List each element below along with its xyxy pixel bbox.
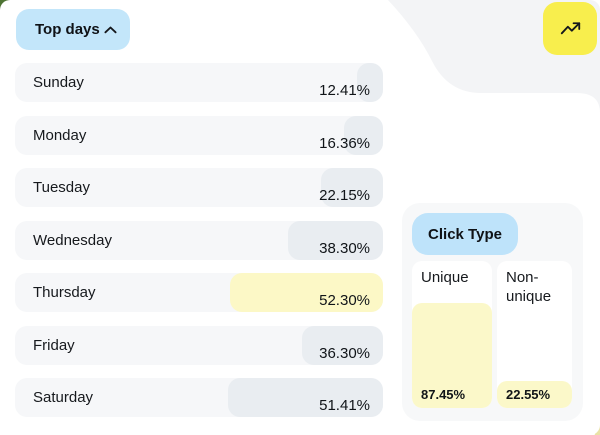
day-label: Wednesday — [33, 231, 112, 249]
click-type-column-label: Unique — [421, 269, 469, 286]
click-type-column: Unique 87.45% — [412, 261, 492, 408]
trending-up-icon — [560, 22, 580, 35]
day-bar — [288, 220, 383, 260]
click-type-bar: 87.45% — [412, 303, 492, 408]
day-label: Sunday — [33, 74, 84, 91]
day-label: Saturday — [33, 389, 94, 406]
day-value: 38.30% — [319, 239, 370, 257]
day-value: 16.36% — [319, 134, 370, 152]
chevron-up-icon — [104, 26, 117, 33]
day-value: 52.30% — [319, 292, 370, 309]
top-day-row: Wednesday 38.30% — [15, 220, 383, 260]
top-day-row: Thursday 52.30% — [15, 273, 383, 312]
day-value: 22.15% — [319, 187, 370, 204]
day-bar — [321, 168, 383, 207]
top-day-row: Saturday 51.41% — [15, 378, 383, 417]
click-type-column: Non-unique 22.55% — [497, 261, 572, 408]
trend-button[interactable] — [543, 2, 597, 55]
day-label: Monday — [33, 126, 87, 144]
click-type-column-label: Non-unique — [506, 269, 552, 305]
top-day-row: Monday 16.36% — [15, 115, 383, 155]
top-day-row: Sunday 12.41% — [15, 63, 383, 102]
day-bar — [302, 325, 383, 365]
top-days-dropdown[interactable]: Top days — [16, 9, 130, 50]
day-value: 12.41% — [319, 82, 370, 99]
click-type-button[interactable]: Click Type — [412, 213, 518, 255]
click-type-panel: Click Type Unique 87.45% Non-unique 22.55% — [402, 203, 583, 421]
top-days-list: Sunday 12.41% Monday 16.36% Tuesday 22.15% Wed… — [15, 63, 383, 417]
day-label: Friday — [33, 336, 75, 354]
day-bar — [357, 63, 383, 102]
top-days-label: Top days — [35, 21, 100, 38]
click-type-bar: 22.55% — [497, 381, 572, 408]
top-day-row: Friday 36.30% — [15, 325, 383, 365]
day-label: Tuesday — [33, 179, 90, 196]
day-value: 51.41% — [319, 397, 370, 414]
click-type-columns: Unique 87.45% Non-unique 22.55% — [412, 261, 572, 408]
day-label: Thursday — [33, 284, 96, 301]
click-type-value: 87.45% — [421, 387, 466, 402]
day-bar — [228, 378, 383, 417]
day-bar — [230, 273, 383, 312]
click-type-value: 22.55% — [506, 387, 551, 402]
day-bar — [344, 115, 383, 155]
day-value: 36.30% — [319, 344, 370, 362]
top-day-row: Tuesday 22.15% — [15, 168, 383, 207]
